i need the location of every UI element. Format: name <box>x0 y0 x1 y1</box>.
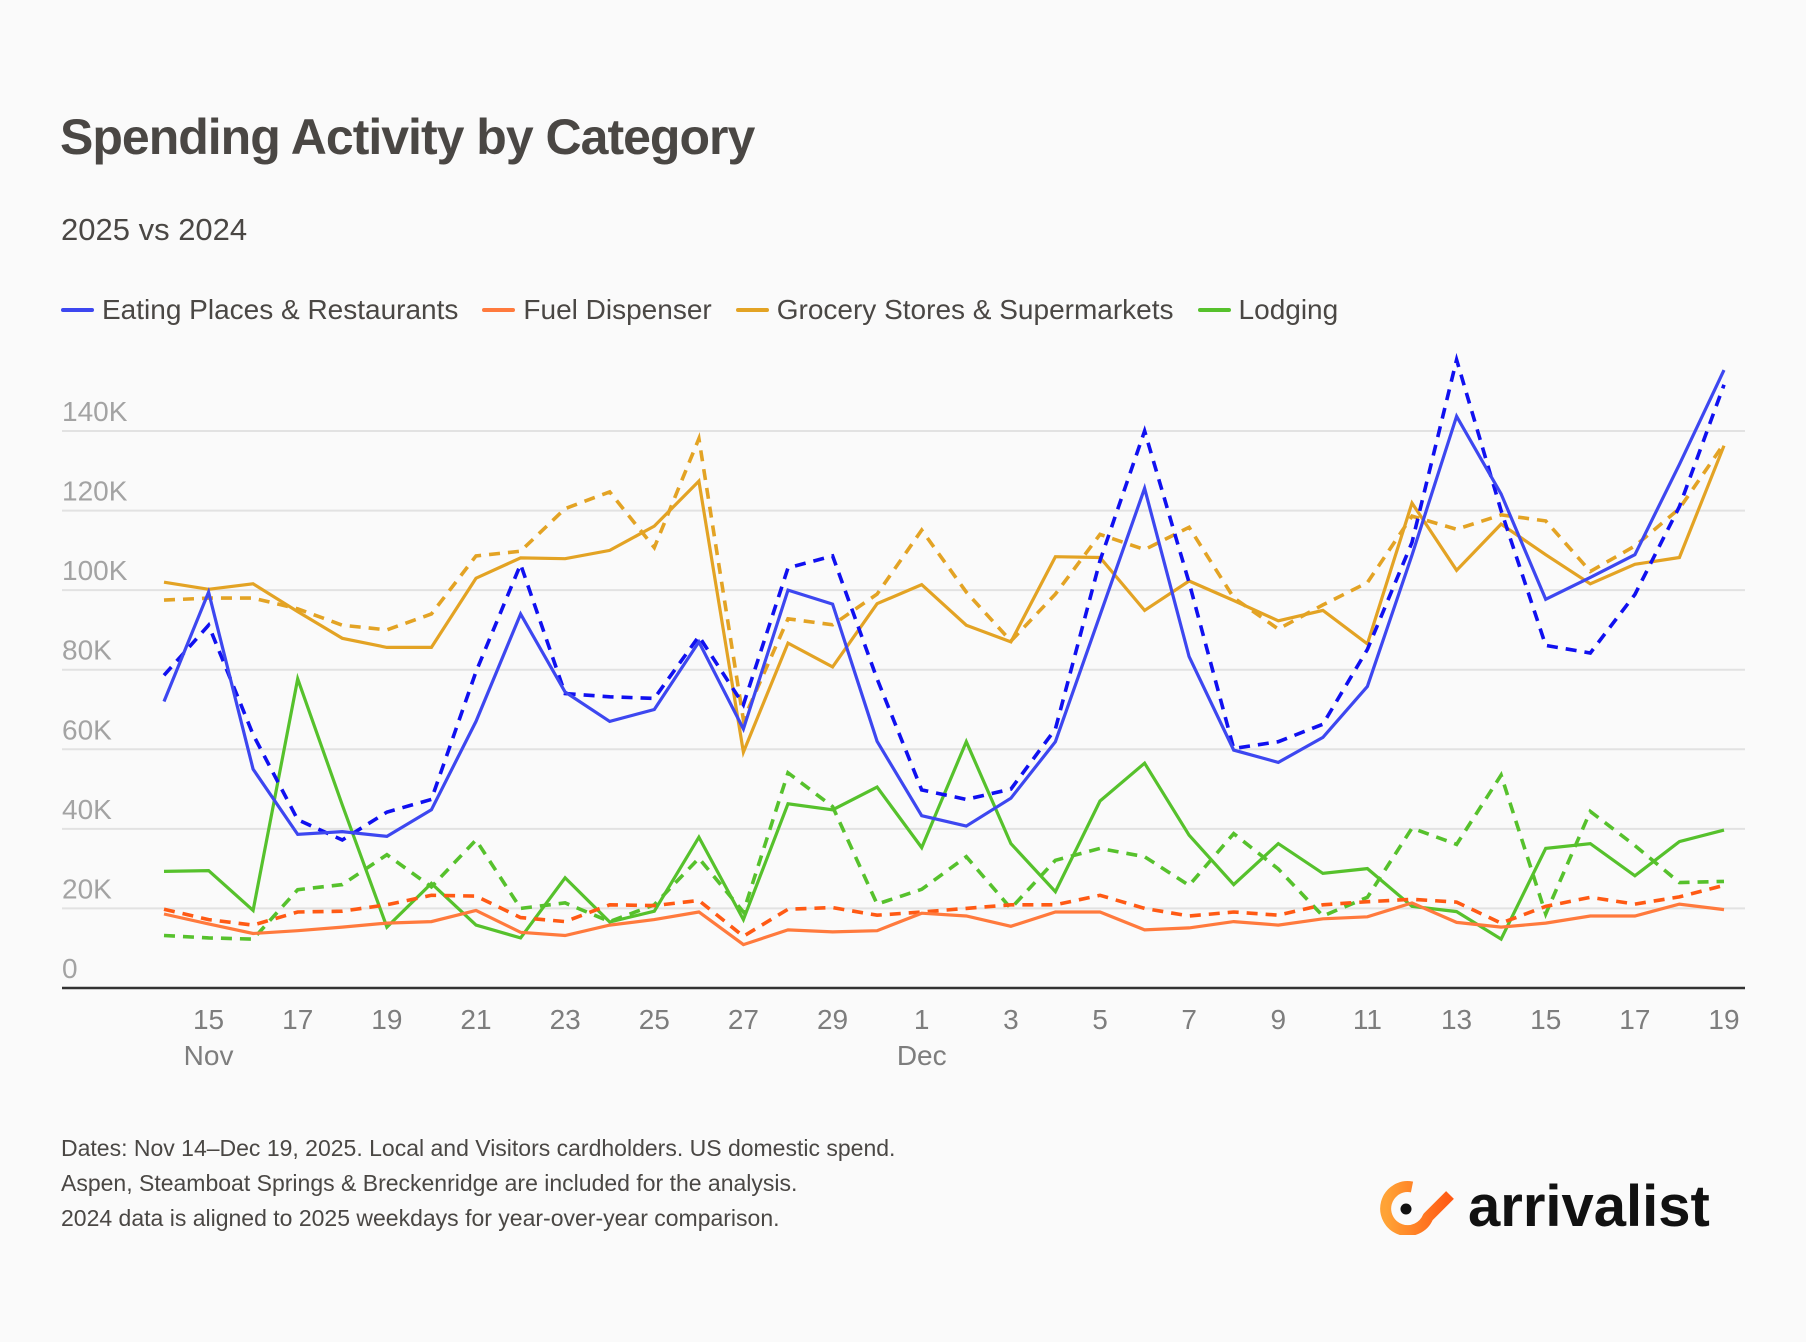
footnote-line: Aspen, Steamboat Springs & Breckenridge … <box>61 1170 798 1196</box>
footnote: Dates: Nov 14–Dec 19, 2025. Local and Vi… <box>61 1131 895 1236</box>
series-line-grocery-stores-supermarkets-2024 <box>163 431 1726 727</box>
legend-item-eating[interactable]: Eating Places & Restaurants <box>61 294 458 326</box>
x-tick-label: 21 <box>460 1004 491 1035</box>
x-tick-label: 27 <box>728 1004 759 1035</box>
series-line-fuel-dispenser-2024 <box>163 883 1725 939</box>
x-tick-label: 17 <box>282 1004 313 1035</box>
y-axis-labels: 0 20K 40K 60K 80K 100K 120K 140K <box>62 396 128 984</box>
x-axis-labels: 15 Nov 17 19 21 23 25 27 29 1 Dec 3 5 7 9 11 13 15 17 19 <box>184 1004 1740 1071</box>
legend-swatch-lodging <box>1197 308 1231 312</box>
x-tick-label: 13 <box>1441 1004 1472 1035</box>
legend-label: Lodging <box>1238 294 1339 325</box>
series-line-fuel-dispenser-2025 <box>163 901 1725 947</box>
x-tick-label: 25 <box>639 1004 670 1035</box>
arrivalist-logo: arrivalist <box>1378 1178 1710 1236</box>
legend: Eating Places & Restaurants Fuel Dispens… <box>61 294 1362 326</box>
x-tick-label: 3 <box>1003 1004 1019 1035</box>
x-tick-label: 19 <box>371 1004 402 1035</box>
y-tick-label: 100K <box>62 555 128 586</box>
y-tick-label: 80K <box>62 635 112 666</box>
series-lines <box>162 352 1726 947</box>
legend-label: Fuel Dispenser <box>523 294 712 325</box>
legend-swatch-fuel <box>482 308 516 312</box>
series-line-eating-places-restaurants-2025 <box>162 369 1726 839</box>
x-tick-label: 23 <box>550 1004 581 1035</box>
legend-swatch-eating <box>61 308 94 312</box>
y-tick-label: 0 <box>62 953 78 984</box>
legend-item-fuel[interactable]: Fuel Dispenser <box>482 294 712 326</box>
x-tick-label: 5 <box>1092 1004 1108 1035</box>
x-tick-label: 9 <box>1270 1004 1286 1035</box>
chart-subtitle: 2025 vs 2024 <box>61 212 248 247</box>
y-tick-label: 120K <box>62 476 128 507</box>
legend-item-lodging[interactable]: Lodging <box>1197 294 1339 326</box>
x-month-label: Dec <box>897 1040 947 1071</box>
arrivalist-eye-icon <box>1380 1181 1454 1235</box>
x-tick-label: 15 <box>1530 1004 1561 1035</box>
footnote-line: Dates: Nov 14–Dec 19, 2025. Local and Vi… <box>61 1135 896 1161</box>
legend-label: Grocery Stores & Supermarkets <box>776 294 1174 325</box>
x-tick-label: 29 <box>817 1004 848 1035</box>
x-tick-label: 1 <box>914 1004 930 1035</box>
x-tick-label: 17 <box>1619 1004 1650 1035</box>
x-tick-label: 15 <box>193 1004 224 1035</box>
y-tick-label: 140K <box>62 396 128 427</box>
series-line-eating-places-restaurants-2024 <box>162 352 1726 843</box>
y-tick-label: 60K <box>62 714 112 745</box>
x-month-label: Nov <box>184 1040 234 1071</box>
y-tick-label: 40K <box>62 794 112 825</box>
chart-title: Spending Activity by Category <box>60 109 755 165</box>
logo-wordmark: arrivalist <box>1468 1174 1710 1239</box>
legend-label: Eating Places & Restaurants <box>102 294 459 325</box>
gridlines <box>62 430 1745 910</box>
x-tick-label: 11 <box>1353 1004 1382 1035</box>
legend-swatch-grocery <box>735 308 769 312</box>
y-tick-label: 20K <box>62 873 112 904</box>
footnote-line: 2024 data is aligned to 2025 weekdays fo… <box>61 1205 780 1231</box>
series-line-lodging-2025 <box>163 672 1725 942</box>
series-line-grocery-stores-supermarkets-2025 <box>163 445 1726 758</box>
legend-item-grocery[interactable]: Grocery Stores & Supermarkets <box>735 294 1174 326</box>
x-tick-label: 7 <box>1181 1004 1197 1035</box>
x-tick-label: 19 <box>1708 1004 1739 1035</box>
